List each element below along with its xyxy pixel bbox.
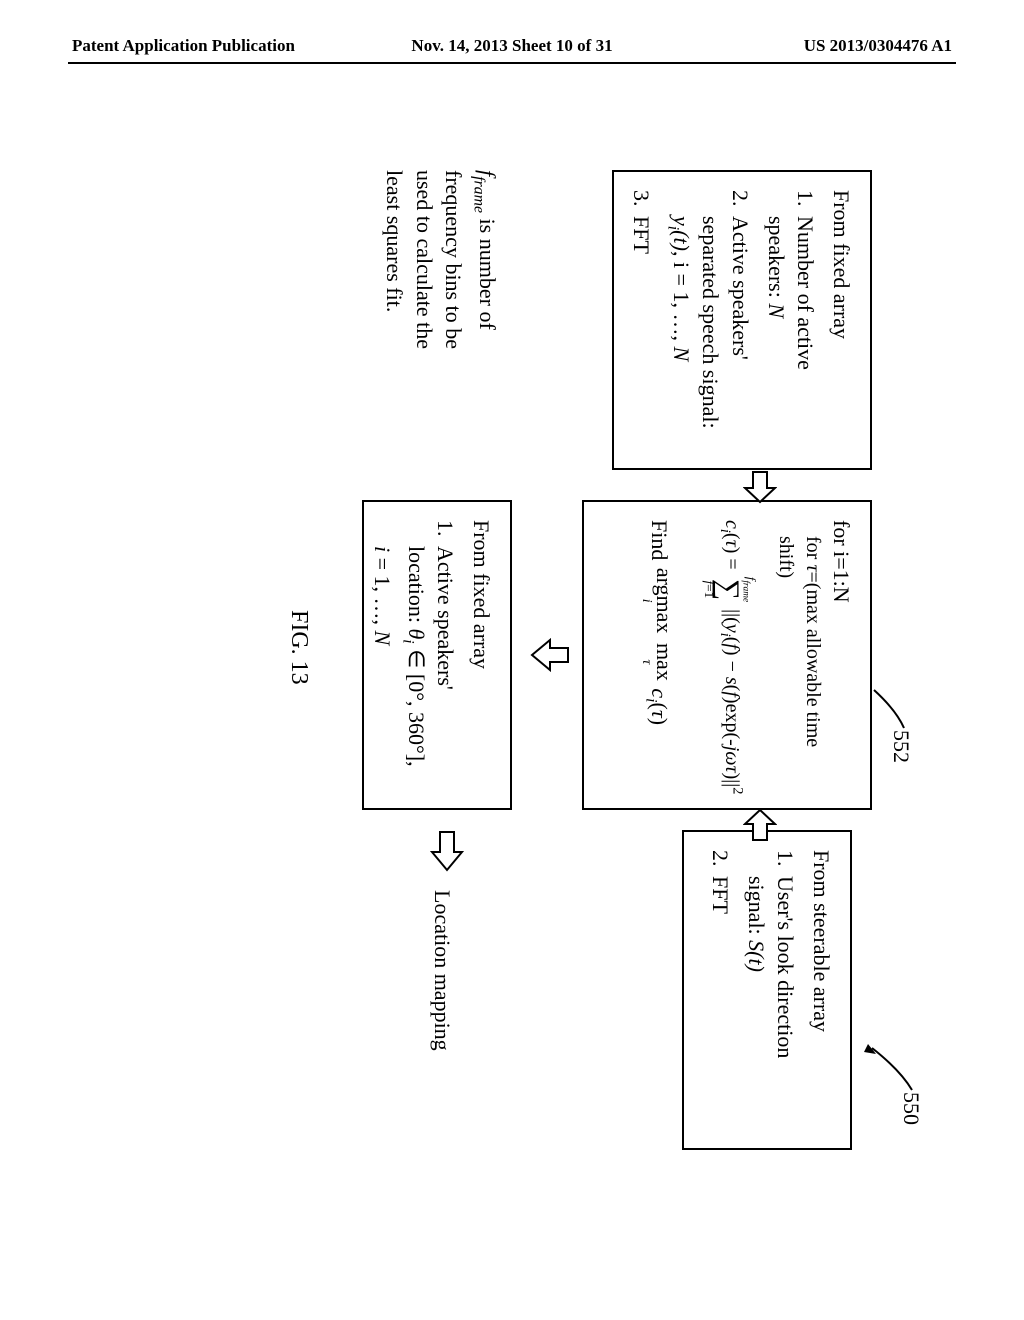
bc-line1: Active speakers'location: θi ∈ [0°, 360°… xyxy=(367,546,460,767)
num-3: 3. xyxy=(626,190,656,216)
num-2: 2. xyxy=(662,190,755,216)
num-r1: 1. xyxy=(741,850,800,876)
node-bottom-center: From fixed array 1. Active speakers'loca… xyxy=(362,500,512,810)
ref-550-leader xyxy=(860,1040,920,1100)
figure-landscape-container: 550 552 From fixed array 1. Number of ac… xyxy=(152,170,872,1170)
bc-line0: From fixed array xyxy=(466,520,496,790)
arrow-left-to-center xyxy=(743,470,777,504)
node-right-line1: User's look directionsignal: S(t) xyxy=(741,876,800,1058)
page-root: Patent Application Publication Nov. 14, … xyxy=(0,0,1024,1320)
arrow-right-to-center xyxy=(743,808,777,842)
arrow-center-down xyxy=(530,638,570,672)
node-left-line1: Number of activespeakers: N xyxy=(761,216,820,370)
node-right-line2: FFT xyxy=(705,876,735,914)
node-left-line0: From fixed array xyxy=(826,190,856,450)
center-formula: ci(τ) = fframe ∑ f=1 ||(yi(f) − s(f)exp(… xyxy=(703,520,758,790)
node-center: for i=1:N for τ=(max allowable time shif… xyxy=(582,500,872,810)
header-right: US 2013/0304476 A1 xyxy=(804,36,952,56)
node-location-mapping: Location mapping xyxy=(427,890,457,1051)
header-left: Patent Application Publication xyxy=(72,36,295,56)
bc-num1: 1. xyxy=(367,520,460,546)
node-left-line3: FFT xyxy=(626,216,656,254)
center-argmax: Find argmax i max τ ci(τ) xyxy=(639,520,675,790)
header-rule xyxy=(68,62,956,64)
arrow-to-location-mapping xyxy=(430,830,464,872)
figure-caption: FIG. 13 xyxy=(285,610,312,685)
node-right-line0: From steerable array xyxy=(806,850,836,1130)
ref-552-leader xyxy=(866,680,910,740)
node-right: From steerable array 1. User's look dire… xyxy=(682,830,852,1150)
num-1: 1. xyxy=(761,190,820,216)
node-left: From fixed array 1. Number of activespea… xyxy=(612,170,872,470)
num-r2: 2. xyxy=(705,850,735,876)
node-left-line2: Active speakers'separated speech signal:… xyxy=(662,216,755,429)
center-for-i: for i=1:N xyxy=(826,520,856,790)
center-for-tau: for τ=(max allowable time shift) xyxy=(772,520,826,790)
header-center: Nov. 14, 2013 Sheet 10 of 31 xyxy=(411,36,612,56)
node-note: fframe is number of frequency bins to be… xyxy=(379,170,502,470)
